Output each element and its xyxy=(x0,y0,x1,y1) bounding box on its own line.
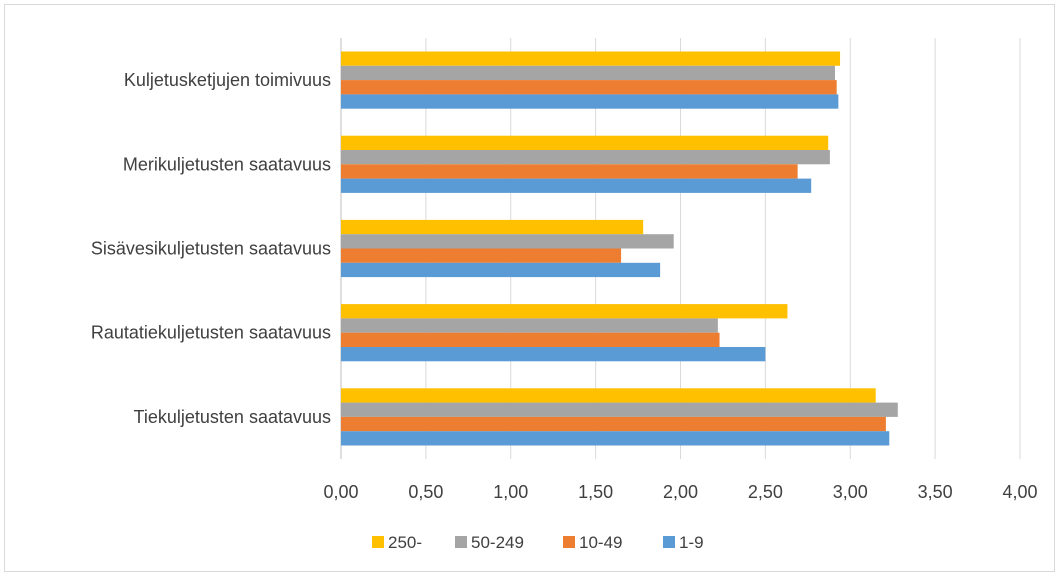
x-tick-label: 2,50 xyxy=(748,482,783,502)
legend-label: 250- xyxy=(388,533,422,552)
bar-1-9 xyxy=(341,262,661,278)
bar-250- xyxy=(341,388,876,403)
bar-250- xyxy=(341,304,788,319)
legend-label: 50-249 xyxy=(471,533,524,552)
category-label: Tiekuljetusten saatavuus xyxy=(134,407,331,427)
bar-50-249 xyxy=(341,234,674,249)
x-tick-label: 3,00 xyxy=(833,482,868,502)
legend-label: 1-9 xyxy=(679,533,704,552)
bar-1-9 xyxy=(341,431,890,446)
x-tick-label: 3,50 xyxy=(918,482,953,502)
x-tick-label: 0,50 xyxy=(408,482,443,502)
legend-label: 10-49 xyxy=(579,533,622,552)
bar-50-249 xyxy=(341,402,898,417)
x-tick-label: 0,00 xyxy=(323,482,358,502)
bar-250- xyxy=(341,135,829,150)
bar-1-9 xyxy=(341,94,839,109)
category-label: Merikuljetusten saatavuus xyxy=(123,154,331,174)
bar-250- xyxy=(341,51,841,66)
bar-10-49 xyxy=(341,416,886,432)
bar-1-9 xyxy=(341,178,812,193)
bar-50-249 xyxy=(341,65,835,81)
legend-swatch xyxy=(663,536,675,548)
x-tick-label: 2,00 xyxy=(663,482,698,502)
category-label: Sisävesikuljetusten saatavuus xyxy=(91,239,331,259)
category-label: Kuljetusketjujen toimivuus xyxy=(124,70,331,90)
x-tick-label: 1,50 xyxy=(578,482,613,502)
bar-50-249 xyxy=(341,150,830,165)
x-tick-label: 1,00 xyxy=(493,482,528,502)
category-label: Rautatiekuljetusten saatavuus xyxy=(91,323,331,343)
bar-10-49 xyxy=(341,164,798,179)
legend-swatch xyxy=(455,536,467,548)
bar-50-249 xyxy=(341,318,718,333)
bar-250- xyxy=(341,219,644,235)
legend-swatch xyxy=(372,536,384,548)
x-tick-label: 4,00 xyxy=(1002,482,1037,502)
bar-10-49 xyxy=(341,80,837,95)
legend-swatch xyxy=(563,536,575,548)
bar-10-49 xyxy=(341,332,720,347)
bar-1-9 xyxy=(341,347,766,362)
bar-10-49 xyxy=(341,248,622,263)
